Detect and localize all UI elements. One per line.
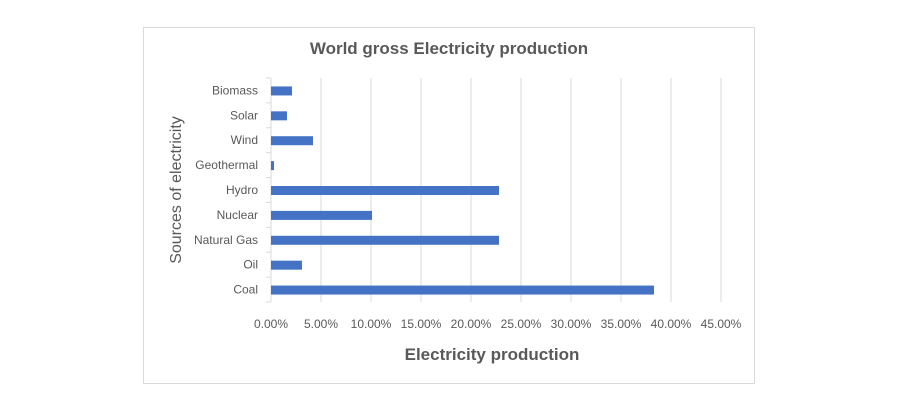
x-tick-label: 40.00% xyxy=(651,317,692,331)
x-tick-label: 25.00% xyxy=(501,317,542,331)
y-tick-label: Geothermal xyxy=(195,158,258,172)
y-tick-label: Solar xyxy=(230,108,258,122)
x-tick-label: 5.00% xyxy=(304,317,338,331)
bar-geothermal xyxy=(271,161,274,171)
bar-nuclear xyxy=(271,210,372,220)
chart-title: World gross Electricity production xyxy=(310,39,588,58)
x-tick-label: 0.00% xyxy=(254,317,288,331)
y-axis-title: Sources of electricity xyxy=(168,116,185,264)
bar-hydro xyxy=(271,186,499,195)
y-tick-label: Natural Gas xyxy=(194,233,258,247)
y-tick-label: Oil xyxy=(243,258,258,272)
bar-wind xyxy=(271,136,313,146)
x-tick-label: 45.00% xyxy=(701,317,742,331)
x-tick-label: 20.00% xyxy=(451,317,492,331)
x-tick-label: 35.00% xyxy=(601,317,642,331)
y-tick-label: Wind xyxy=(231,133,258,147)
x-tick-label: 15.00% xyxy=(401,317,442,331)
bar-coal xyxy=(271,285,654,295)
y-tick-label: Biomass xyxy=(212,83,258,97)
chart-frame xyxy=(143,27,755,384)
y-tick-label: Nuclear xyxy=(217,208,258,222)
x-tick-label: 30.00% xyxy=(551,317,592,331)
bar-natural-gas xyxy=(271,235,499,245)
bar-biomass xyxy=(271,86,292,96)
bar-oil xyxy=(271,260,302,270)
x-axis-title: Electricity production xyxy=(405,345,580,364)
y-tick-label: Hydro xyxy=(226,183,258,197)
y-tick-label: Coal xyxy=(233,283,258,297)
x-tick-label: 10.00% xyxy=(351,317,392,331)
bar-solar xyxy=(271,111,287,121)
